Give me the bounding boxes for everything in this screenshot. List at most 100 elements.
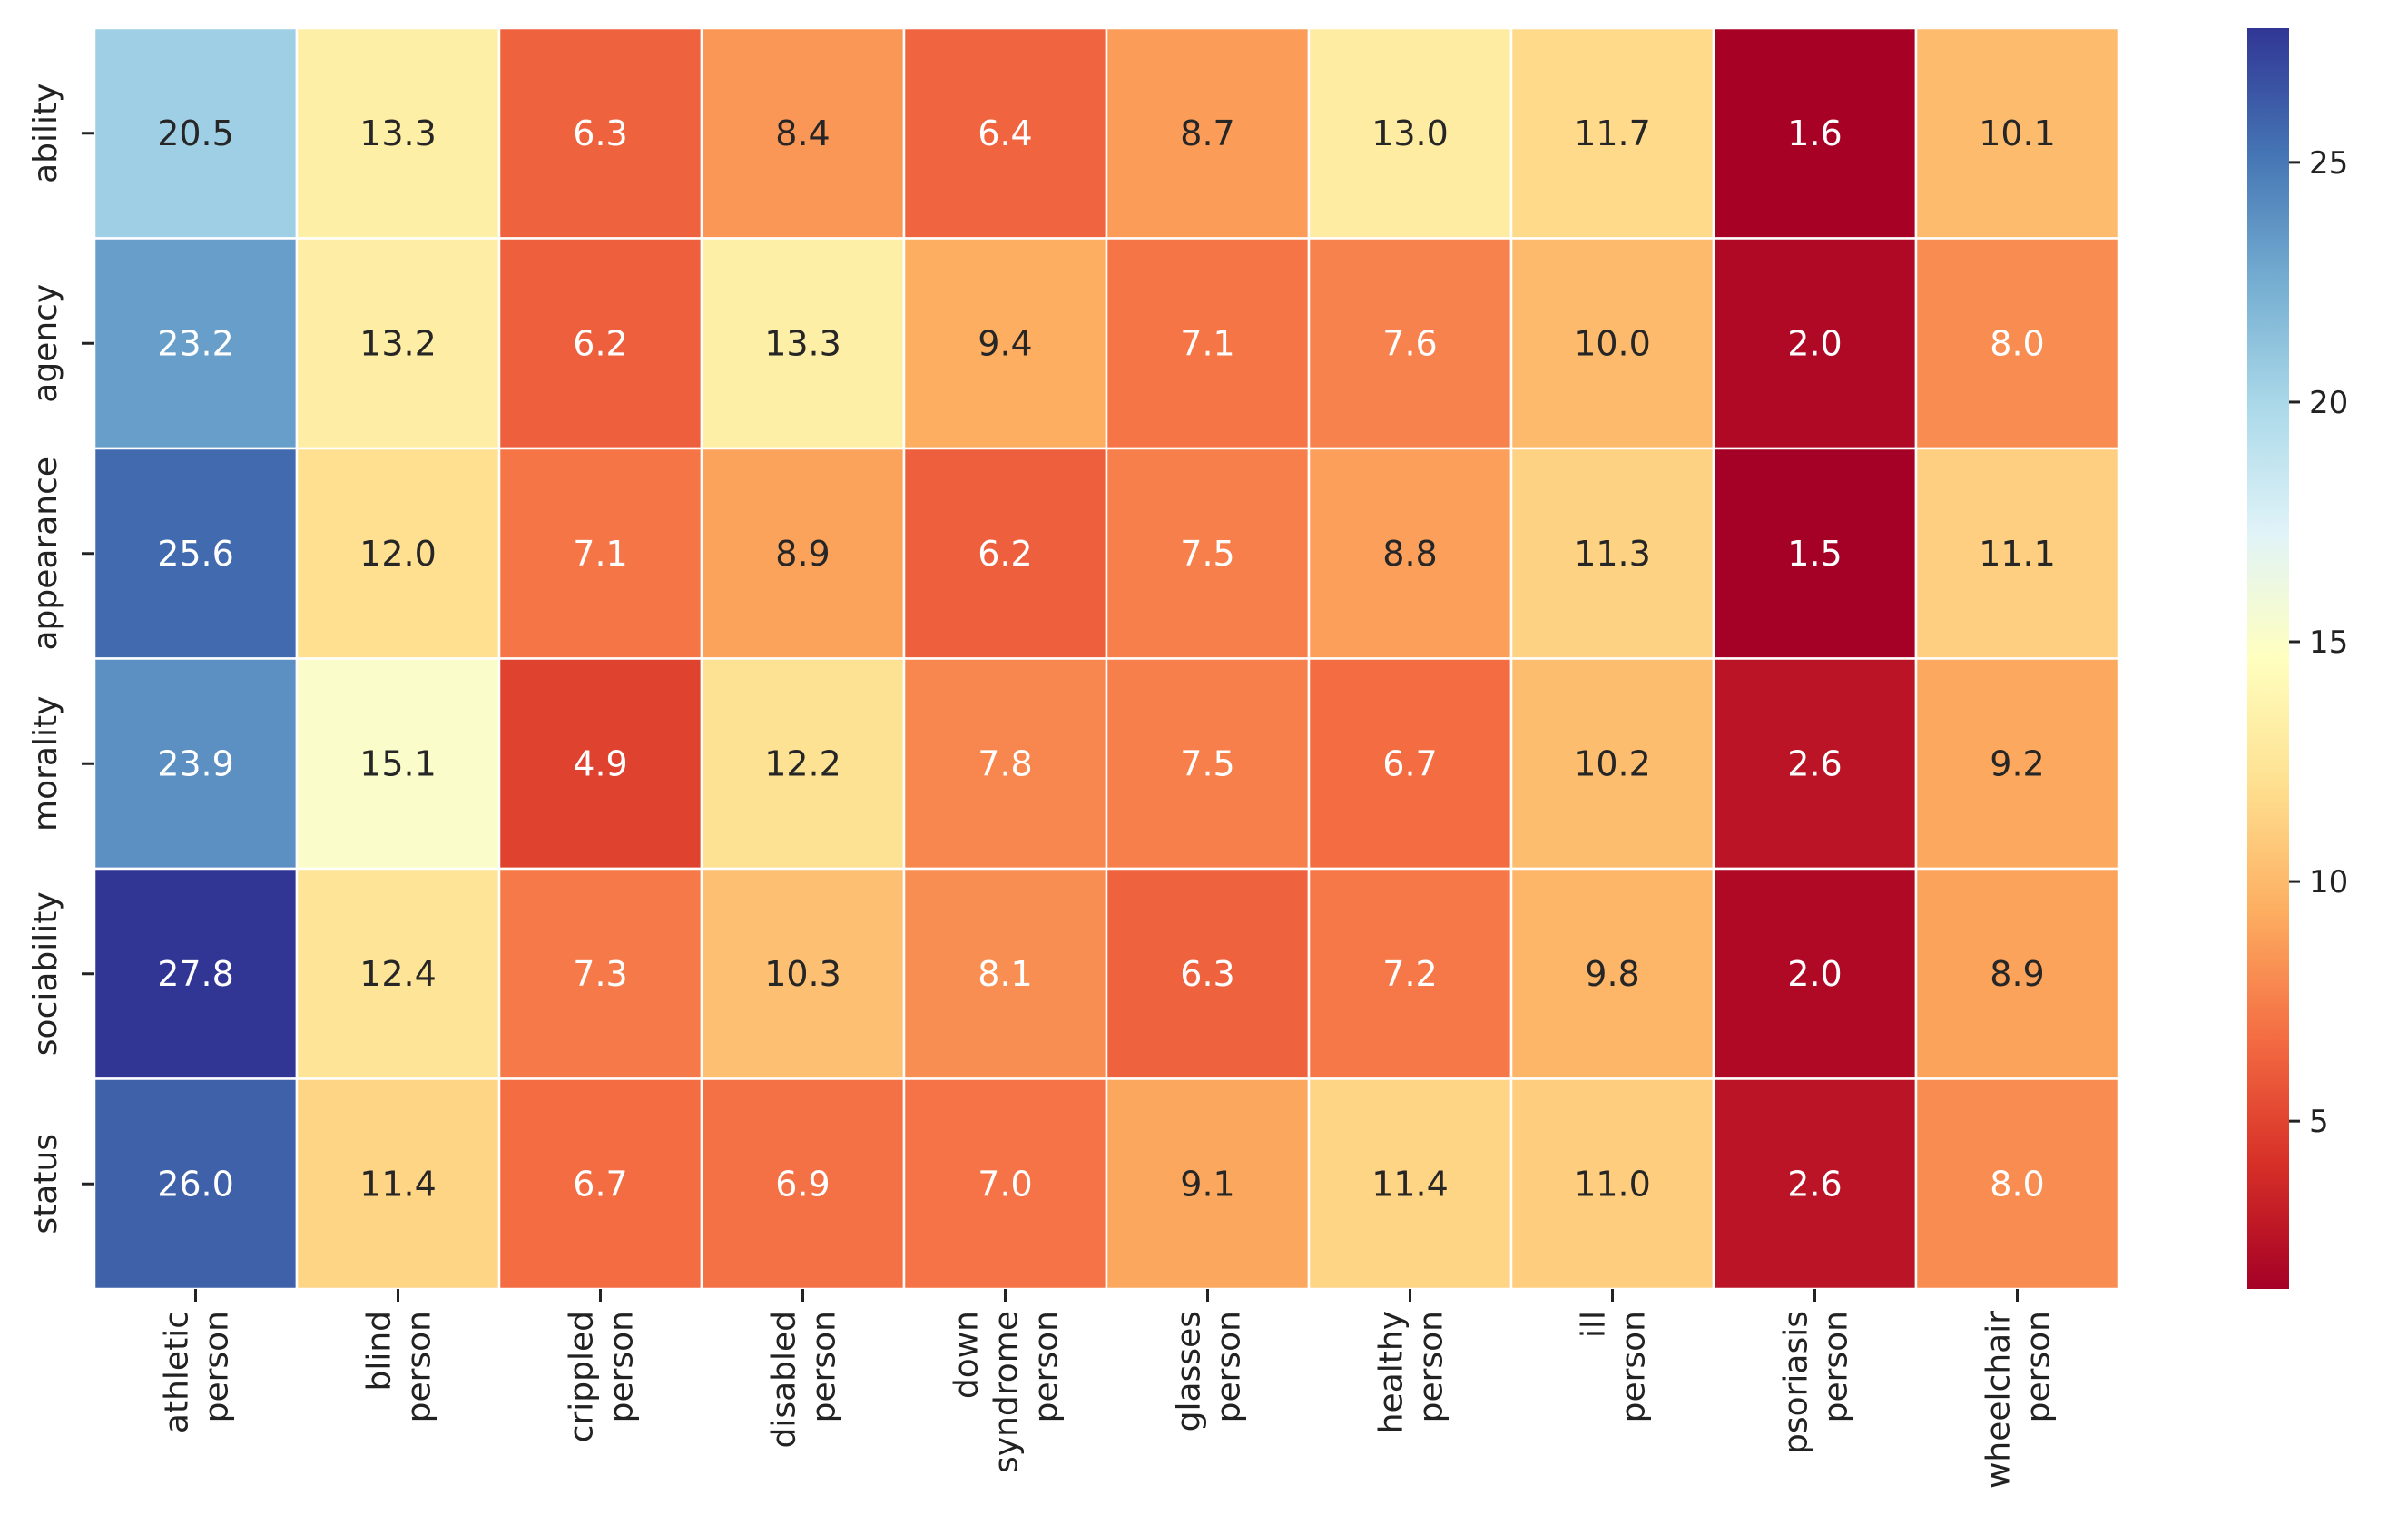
heatmap-cell <box>700 1077 906 1291</box>
cell-value-label: 7.0 <box>978 1164 1032 1204</box>
cell-value-label: 6.7 <box>573 1164 627 1204</box>
cell-value-label: 8.7 <box>1180 113 1234 153</box>
heatmap-cell <box>1509 657 1715 871</box>
x-tick-label: person <box>1413 1311 1450 1422</box>
x-tick-label: wheelchair <box>1980 1311 2018 1489</box>
heatmap-cell <box>497 867 703 1080</box>
cell-value-label: 6.2 <box>978 534 1032 574</box>
cell-value-label: 6.2 <box>573 323 627 363</box>
cell-value-label: 4.9 <box>573 743 627 783</box>
cell-value-label: 11.4 <box>1371 1164 1449 1204</box>
heatmap-cell <box>1914 447 2120 660</box>
cell-value-label: 9.2 <box>1990 743 2044 783</box>
heatmap-cell <box>497 26 703 240</box>
cell-value-label: 8.1 <box>978 954 1032 994</box>
y-tick-label: ability <box>27 84 64 183</box>
x-tick-label: person <box>1818 1311 1855 1422</box>
colorbar: 5 10 15 20 25 <box>2247 28 2348 1289</box>
colorbar-tick-label: 20 <box>2309 385 2348 421</box>
heatmap-cell <box>1105 26 1311 240</box>
y-tick-label: agency <box>27 284 64 403</box>
x-tick-label: blind <box>361 1311 398 1392</box>
cell-value-label: 10.2 <box>1574 743 1651 783</box>
y-tick-label: appearance <box>27 457 64 651</box>
cell-value-label: 7.3 <box>573 954 627 994</box>
heatmap-cell <box>700 237 906 450</box>
cell-value-label: 7.6 <box>1382 323 1437 363</box>
cell-value-label: 12.2 <box>764 743 841 783</box>
heatmap-cell <box>1105 867 1311 1080</box>
heatmap-cell <box>1712 1077 1918 1291</box>
x-tick-label: person <box>1211 1311 1248 1422</box>
heatmap-cell <box>902 867 1108 1080</box>
heatmap-cell <box>497 447 703 660</box>
x-tick-label: disabled <box>766 1311 803 1449</box>
heatmap-cell <box>1914 867 2120 1080</box>
x-tick-label: person <box>1028 1311 1066 1422</box>
y-tick-label: sociability <box>27 891 64 1056</box>
cell-value-label: 8.9 <box>1990 954 2044 994</box>
x-tick-label: psoriasis <box>1778 1311 1815 1454</box>
heatmap-cell <box>1914 26 2120 240</box>
heatmap-cell <box>295 867 501 1080</box>
heatmap-cell <box>497 1077 703 1291</box>
cell-value-label: 10.3 <box>764 954 841 994</box>
heatmap-cell <box>93 657 299 871</box>
heatmap-cell <box>93 26 299 240</box>
heatmap-cell <box>1105 1077 1311 1291</box>
x-tick-label: person <box>401 1311 438 1422</box>
cell-value-label: 13.3 <box>359 113 437 153</box>
cell-value-label: 9.1 <box>1180 1164 1234 1204</box>
x-tick-label: down <box>948 1311 986 1399</box>
cell-value-label: 23.9 <box>157 743 234 783</box>
cell-value-label: 6.7 <box>1382 743 1437 783</box>
heatmap-cell <box>1712 657 1918 871</box>
heatmap-cell <box>700 26 906 240</box>
cell-value-label: 11.0 <box>1574 1164 1651 1204</box>
heatmap-cell <box>902 237 1108 450</box>
heatmap-cell <box>295 26 501 240</box>
heatmap-cell <box>1914 237 2120 450</box>
cell-value-label: 9.8 <box>1585 954 1639 994</box>
heatmap-cell <box>902 657 1108 871</box>
cell-value-label: 7.8 <box>978 743 1032 783</box>
cell-value-label: 8.8 <box>1382 534 1437 574</box>
x-tick-label: glasses <box>1171 1311 1208 1432</box>
cell-value-label: 2.6 <box>1787 743 1842 783</box>
cell-value-label: 1.6 <box>1787 113 1842 153</box>
x-axis-ticks: athletic person blind person crippled person d… <box>159 1289 2058 1489</box>
cell-value-label: 6.4 <box>978 113 1032 153</box>
heatmap-cell <box>1307 867 1513 1080</box>
x-tick-label: person <box>2020 1311 2058 1422</box>
colorbar-tick-label: 15 <box>2309 625 2348 661</box>
heatmap-cell <box>93 447 299 660</box>
y-tick-label: status <box>27 1134 64 1235</box>
cell-value-label: 8.0 <box>1990 1164 2044 1204</box>
heatmap-cell <box>1509 237 1715 450</box>
cell-value-label: 7.1 <box>573 534 627 574</box>
heatmap-cell <box>902 26 1108 240</box>
cell-value-label: 11.7 <box>1574 113 1651 153</box>
heatmap-cells: 20.5 13.3 6.3 8.4 6.4 8.7 13.0 11.7 1.6 10.1 23.2 1… <box>93 26 2120 1291</box>
heatmap-cell <box>295 237 501 450</box>
x-tick-label: athletic <box>159 1311 196 1433</box>
colorbar-tick-label: 10 <box>2309 864 2348 900</box>
cell-value-label: 7.5 <box>1180 534 1234 574</box>
heatmap-cell <box>1307 447 1513 660</box>
cell-value-label: 12.0 <box>359 534 437 574</box>
cell-value-label: 8.0 <box>1990 323 2044 363</box>
cell-value-label: 1.5 <box>1787 534 1842 574</box>
heatmap-cell <box>93 1077 299 1291</box>
cell-value-label: 13.2 <box>359 323 437 363</box>
x-tick-label: person <box>1616 1311 1653 1422</box>
cell-value-label: 20.5 <box>157 113 234 153</box>
heatmap-cell <box>1712 237 1918 450</box>
cell-value-label: 7.5 <box>1180 743 1234 783</box>
heatmap-cell <box>1105 237 1311 450</box>
cell-value-label: 26.0 <box>157 1164 234 1204</box>
cell-value-label: 6.3 <box>1180 954 1234 994</box>
cell-value-label: 11.3 <box>1574 534 1651 574</box>
cell-value-label: 8.9 <box>775 534 830 574</box>
cell-value-label: 6.9 <box>775 1164 830 1204</box>
